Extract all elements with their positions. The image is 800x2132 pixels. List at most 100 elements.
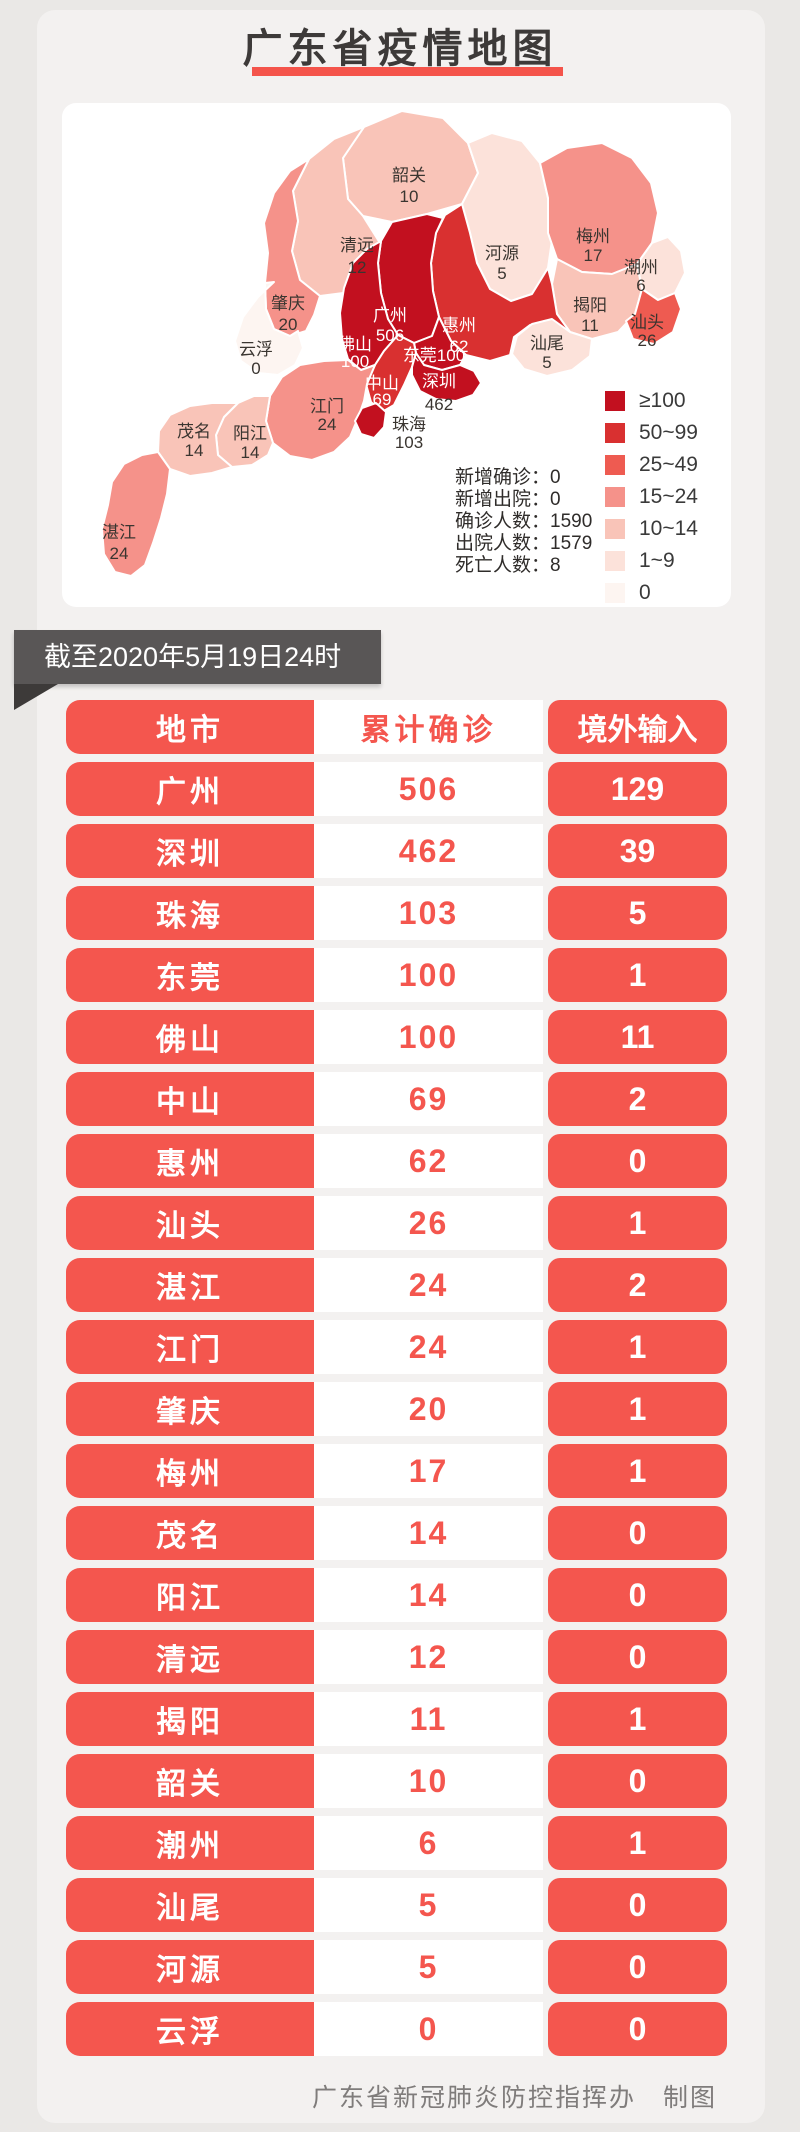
- city-cell: 汕头: [66, 1196, 314, 1250]
- map-region-value: 17: [584, 246, 603, 265]
- map-region-label: 江门: [310, 397, 344, 416]
- city-cell: 阳江: [66, 1568, 314, 1622]
- map-region-value: 506: [376, 326, 404, 345]
- imported-cell: 1: [548, 948, 727, 1002]
- header-confirmed: 累计确诊: [314, 700, 543, 754]
- imported-cell: 11: [548, 1010, 727, 1064]
- table-row: 韶关 10 0: [66, 1754, 727, 1808]
- imported-cell: 1: [548, 1320, 727, 1374]
- table-row: 河源 5 0: [66, 1940, 727, 1994]
- city-cell: 河源: [66, 1940, 314, 1994]
- table-row: 茂名 14 0: [66, 1506, 727, 1560]
- legend-label: 0: [639, 581, 651, 604]
- imported-cell: 0: [548, 1506, 727, 1560]
- imported-cell: 0: [548, 1878, 727, 1932]
- map-legend: ≥100 50~99 25~49 15~24 10~14 1~9 0: [605, 389, 698, 604]
- city-cell: 韶关: [66, 1754, 314, 1808]
- legend-label: 10~14: [639, 517, 698, 540]
- map-region-label: 梅州: [576, 227, 610, 246]
- table-row: 肇庆 20 1: [66, 1382, 727, 1436]
- confirmed-cell: 14: [314, 1568, 543, 1622]
- header-imported: 境外输入: [548, 700, 727, 754]
- stat-line: 新增确诊：0: [455, 467, 561, 488]
- map-region-value: 62: [450, 337, 469, 356]
- confirmed-cell: 11: [314, 1692, 543, 1746]
- map-region-label: 河源: [485, 244, 519, 263]
- table-row: 清远 12 0: [66, 1630, 727, 1684]
- map-region-value: 69: [373, 390, 392, 409]
- imported-cell: 0: [548, 1568, 727, 1622]
- table-row: 汕尾 5 0: [66, 1878, 727, 1932]
- confirmed-cell: 20: [314, 1382, 543, 1436]
- imported-cell: 2: [548, 1258, 727, 1312]
- map-region-label: 珠海: [392, 415, 426, 434]
- city-cell: 东莞: [66, 948, 314, 1002]
- confirmed-cell: 69: [314, 1072, 543, 1126]
- imported-cell: 0: [548, 1754, 727, 1808]
- map-region-label: 汕尾: [530, 334, 564, 353]
- map-region-value: 26: [638, 331, 657, 350]
- confirmed-cell: 24: [314, 1320, 543, 1374]
- city-cell: 茂名: [66, 1506, 314, 1560]
- map-region-label: 阳江: [233, 424, 267, 443]
- map-region-label: 潮州: [624, 258, 658, 277]
- map-region-label: 湛江: [102, 523, 136, 542]
- map-region-label: 汕头: [630, 313, 664, 332]
- imported-cell: 5: [548, 886, 727, 940]
- map-region-zhongshan: [365, 334, 417, 413]
- table-header-row: 地市 累计确诊 境外输入: [66, 700, 727, 754]
- legend-swatch: [605, 423, 625, 443]
- map-region-value: 462: [425, 395, 453, 414]
- imported-cell: 0: [548, 1630, 727, 1684]
- confirmed-cell: 24: [314, 1258, 543, 1312]
- map-region-jiangmen: [265, 359, 376, 461]
- city-cell: 珠海: [66, 886, 314, 940]
- city-cell: 广州: [66, 762, 314, 816]
- city-cell: 云浮: [66, 2002, 314, 2056]
- city-cell: 肇庆: [66, 1382, 314, 1436]
- map-region-value: 24: [318, 415, 337, 434]
- map-region-zhanjiang: [101, 451, 171, 577]
- imported-cell: 129: [548, 762, 727, 816]
- legend-item: ≥100: [605, 389, 698, 412]
- legend-item: 25~49: [605, 453, 698, 476]
- map-region-zhuhai: [354, 402, 387, 439]
- map-region-label: 中山: [365, 374, 399, 393]
- date-banner: 截至2020年5月19日24时: [14, 630, 382, 684]
- confirmed-cell: 26: [314, 1196, 543, 1250]
- imported-cell: 0: [548, 1134, 727, 1188]
- map-regions: [101, 110, 686, 577]
- map-region-label: 清远: [340, 236, 374, 255]
- map-region-label: 深圳: [422, 372, 456, 391]
- table-row: 潮州 6 1: [66, 1816, 727, 1870]
- table-row: 深圳 462 39: [66, 824, 727, 878]
- legend-label: 1~9: [639, 549, 675, 572]
- legend-swatch: [605, 519, 625, 539]
- map-stats-block: 新增确诊：0 新增出院：0 确诊人数：1590 出院人数：1579 死亡人数：8: [455, 467, 592, 577]
- legend-swatch: [605, 391, 625, 411]
- confirmed-cell: 100: [314, 948, 543, 1002]
- header-city: 地市: [66, 700, 314, 754]
- map-region-label: 广州: [373, 306, 407, 325]
- table-row: 阳江 14 0: [66, 1568, 727, 1622]
- legend-label: 50~99: [639, 421, 698, 444]
- map-region-value: 14: [185, 441, 204, 460]
- imported-cell: 39: [548, 824, 727, 878]
- table-row: 广州 506 129: [66, 762, 727, 816]
- city-cell: 揭阳: [66, 1692, 314, 1746]
- legend-swatch: [605, 551, 625, 571]
- map-region-value: 12: [348, 258, 367, 277]
- imported-cell: 0: [548, 1940, 727, 1994]
- legend-label: ≥100: [639, 389, 686, 412]
- legend-item: 1~9: [605, 549, 698, 572]
- map-region-value: 11: [581, 316, 599, 335]
- map-region-value: 14: [241, 443, 260, 462]
- table-row: 汕头 26 1: [66, 1196, 727, 1250]
- city-cell: 佛山: [66, 1010, 314, 1064]
- map-region-label: 揭阳: [573, 296, 607, 315]
- map-region-label: 东莞100: [403, 346, 465, 365]
- legend-item: 0: [605, 581, 698, 604]
